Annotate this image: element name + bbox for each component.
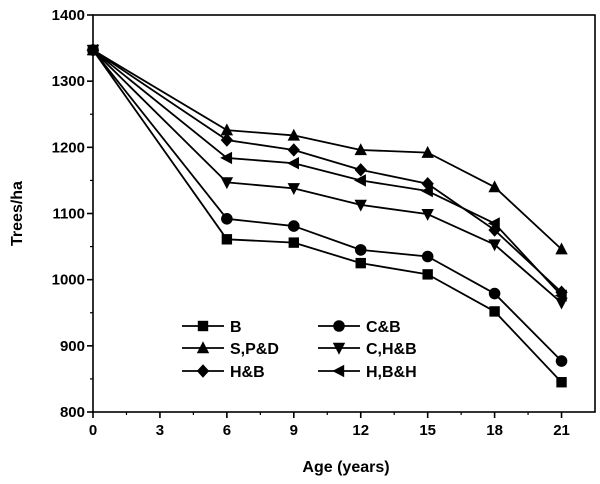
legend-entry: H,B&H: [318, 364, 417, 381]
data-point: [287, 157, 299, 170]
data-point: [354, 199, 367, 212]
legend-marker: [196, 364, 210, 378]
legend-label: B: [230, 319, 242, 336]
x-tick-label: 12: [352, 422, 369, 439]
data-point: [555, 355, 568, 367]
legend-marker: [196, 341, 210, 354]
data-point: [287, 183, 300, 196]
data-point: [488, 239, 501, 252]
data-point: [86, 43, 99, 57]
series-3: [86, 44, 568, 310]
y-tick-label: 1200: [52, 139, 85, 156]
data-point: [488, 287, 501, 300]
y-tick-label: 1300: [52, 73, 85, 90]
data-point: [220, 177, 234, 190]
data-point: [354, 143, 367, 156]
x-tick-label: 6: [223, 422, 231, 439]
data-point: [421, 145, 434, 158]
legend-marker: [333, 320, 345, 332]
legend-label: C&B: [366, 319, 401, 336]
plot-frame: [92, 14, 596, 413]
y-axis-title: Trees/ha: [9, 181, 26, 246]
x-tick-label: 21: [553, 422, 570, 439]
data-point: [220, 151, 233, 165]
data-point: [354, 174, 366, 187]
legend: B C&B S,P&D C,H&B H&B H,B&H: [182, 319, 417, 381]
legend-entry: S,P&D: [182, 341, 279, 358]
data-point: [221, 212, 233, 225]
data-point: [354, 244, 367, 256]
legend-label: S,P&D: [230, 341, 279, 358]
x-tick-label: 3: [156, 422, 164, 439]
x-tick-label: 18: [486, 422, 503, 439]
data-point: [489, 306, 500, 317]
data-point: [554, 289, 567, 302]
data-point: [556, 377, 567, 388]
data-point: [287, 143, 300, 157]
data-point: [288, 220, 300, 232]
data-point: [421, 250, 434, 263]
data-point: [555, 242, 568, 255]
x-axis-title: Age (years): [302, 459, 389, 476]
series-line: [92, 49, 563, 383]
legend-marker: [332, 342, 346, 355]
data-point: [355, 257, 366, 269]
data-point: [487, 217, 500, 230]
y-tick-label: 900: [60, 338, 85, 355]
series-1: [87, 44, 568, 367]
x-tick-label: 9: [290, 422, 298, 439]
legend-marker: [197, 320, 209, 332]
data-point: [221, 234, 233, 245]
legend-marker: [332, 364, 345, 378]
x-tick-label: 0: [89, 422, 97, 439]
legend-entry: B: [182, 319, 242, 336]
data-point: [288, 237, 299, 248]
series-0: [87, 44, 567, 388]
y-tick-label: 1400: [52, 7, 85, 24]
legend-entry: H&B: [182, 364, 265, 381]
y-tick-label: 800: [60, 404, 85, 421]
data-point: [354, 163, 367, 177]
data-point: [420, 184, 433, 198]
data-point: [422, 269, 433, 280]
data-point: [220, 123, 234, 136]
y-tick-label: 1000: [52, 272, 85, 289]
data-point: [488, 180, 501, 193]
legend-label: C,H&B: [366, 341, 417, 358]
data-point: [220, 133, 234, 147]
y-tick-label: 1100: [52, 206, 85, 223]
legend-entry: C&B: [318, 319, 401, 336]
series-layer: [86, 43, 568, 388]
data-point: [287, 128, 300, 141]
series-line: [92, 49, 563, 304]
axes: 0 3 6 9 12 15 18 21 800 900 1000 1100 1200 1300 1400: [52, 7, 596, 439]
series-5: [86, 43, 567, 302]
legend-label: H,B&H: [366, 364, 417, 381]
legend-label: H&B: [230, 364, 265, 381]
x-tick-label: 15: [419, 422, 436, 439]
series-line: [92, 49, 563, 297]
data-point: [421, 208, 434, 221]
legend-entry: C,H&B: [318, 341, 417, 358]
